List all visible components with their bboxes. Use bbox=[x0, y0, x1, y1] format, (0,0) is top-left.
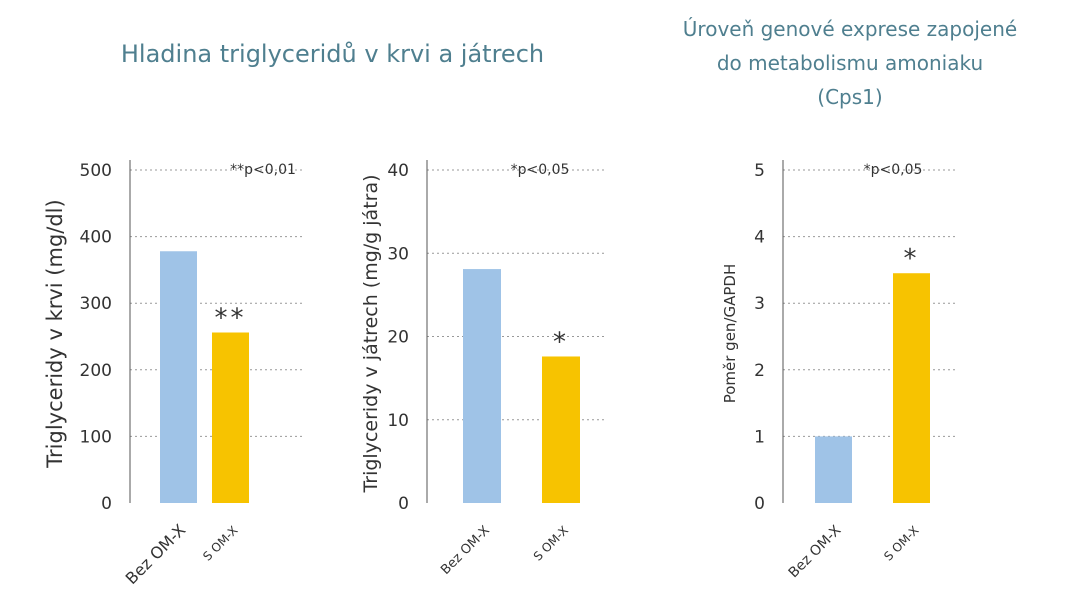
y-tick-label: 0 bbox=[398, 494, 409, 514]
y-tick-label: 0 bbox=[101, 494, 112, 514]
bar-control bbox=[463, 269, 501, 503]
y-tick-label: 500 bbox=[80, 161, 112, 181]
gene-expression-title-line-1: Úroveň genové exprese zapojené bbox=[682, 17, 1018, 41]
y-tick-label: 3 bbox=[754, 294, 765, 314]
y-tick-label: 200 bbox=[80, 361, 112, 381]
y-tick-label: 40 bbox=[387, 161, 409, 181]
bar-control bbox=[815, 436, 852, 503]
y-tick-label: 400 bbox=[80, 228, 112, 248]
y-tick-label: 30 bbox=[387, 244, 409, 264]
significance-marker: ** bbox=[215, 304, 247, 334]
p-value-label: **p<0,01 bbox=[230, 162, 296, 178]
y-axis-label: Triglyceridy v játrech (mg/g játra) bbox=[360, 174, 382, 493]
y-tick-label: 100 bbox=[80, 427, 112, 447]
bar-treated bbox=[212, 332, 249, 503]
x-category-label: Bez OM-X bbox=[786, 522, 845, 581]
p-value-label: *p<0,05 bbox=[864, 162, 923, 178]
y-tick-label: 10 bbox=[387, 411, 409, 431]
y-tick-label: 0 bbox=[754, 494, 765, 514]
significance-marker: * bbox=[553, 327, 569, 357]
p-value-label: *p<0,05 bbox=[511, 162, 570, 178]
x-category-label: S OM-X bbox=[881, 523, 921, 563]
y-tick-label: 2 bbox=[754, 361, 765, 381]
gene-expression-title: Úroveň genové exprese zapojené do metabo… bbox=[640, 12, 1060, 114]
y-axis-label: Poměr gen/GAPDH bbox=[721, 264, 739, 404]
y-tick-label: 5 bbox=[754, 161, 765, 181]
y-tick-label: 4 bbox=[754, 228, 765, 248]
bar-treated bbox=[542, 356, 580, 503]
x-category-label: Bez OM-X bbox=[438, 523, 493, 578]
triglyceride-title: Hladina triglyceridů v krvi a játrech bbox=[120, 40, 545, 68]
bar-treated bbox=[893, 273, 930, 503]
gene-expression-title-line-3: (Cps1) bbox=[817, 85, 883, 109]
gene-expression-title-line-2: do metabolismu amoniaku bbox=[716, 51, 984, 75]
x-category-label: S OM-X bbox=[200, 523, 240, 563]
y-tick-label: 300 bbox=[80, 294, 112, 314]
x-category-label: S OM-X bbox=[531, 523, 571, 563]
y-axis-label: Triglyceridy v krvi (mg/dl) bbox=[43, 199, 67, 468]
y-tick-label: 1 bbox=[754, 427, 765, 447]
y-tick-label: 20 bbox=[387, 328, 409, 348]
bar-control bbox=[160, 251, 197, 503]
x-category-label: Bez OM-X bbox=[122, 520, 190, 588]
significance-marker: * bbox=[904, 244, 920, 274]
